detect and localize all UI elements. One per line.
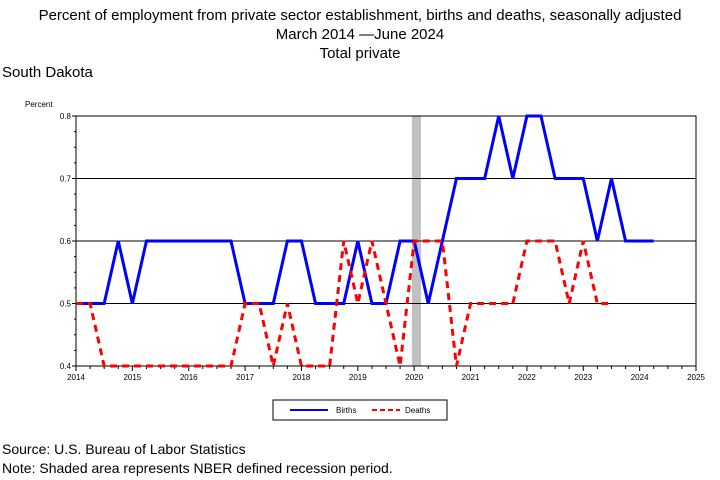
chart-subtitle-series: Total private	[319, 45, 401, 62]
x-tick-label: 2019	[349, 373, 367, 382]
chart-subtitle: March 2014 —June 2024	[275, 26, 445, 43]
y-tick-label: 0.4	[60, 362, 72, 371]
recession-note: Note: Shaded area represents NBER define…	[2, 460, 393, 476]
legend-births-label: Births	[336, 406, 356, 415]
x-tick-label: 2025	[687, 373, 705, 382]
region-label: South Dakota	[2, 64, 93, 81]
x-tick-label: 2014	[67, 373, 85, 382]
x-tick-label: 2022	[518, 373, 536, 382]
x-tick-label: 2018	[293, 373, 311, 382]
y-tick-label: 0.7	[60, 175, 72, 184]
x-tick-label: 2017	[236, 373, 254, 382]
x-tick-label: 2023	[574, 373, 592, 382]
legend: Births Deaths	[272, 399, 448, 421]
x-tick-label: 2024	[631, 373, 649, 382]
y-tick-label: 0.8	[60, 112, 72, 121]
source-note: Source: U.S. Bureau of Labor Statistics	[2, 441, 246, 457]
chart-title: Percent of employment from private secto…	[38, 7, 682, 24]
y-axis-title: Percent	[25, 100, 53, 109]
x-tick-label: 2015	[123, 373, 141, 382]
y-tick-label: 0.6	[60, 237, 72, 246]
x-tick-label: 2016	[180, 373, 198, 382]
legend-deaths-label: Deaths	[405, 406, 430, 415]
x-tick-label: 2021	[462, 373, 480, 382]
x-tick-label: 2020	[405, 373, 423, 382]
series-line-births	[76, 114, 654, 305]
legend-box	[272, 399, 448, 421]
series-line-deaths	[76, 239, 612, 368]
y-tick-label: 0.5	[60, 300, 72, 309]
